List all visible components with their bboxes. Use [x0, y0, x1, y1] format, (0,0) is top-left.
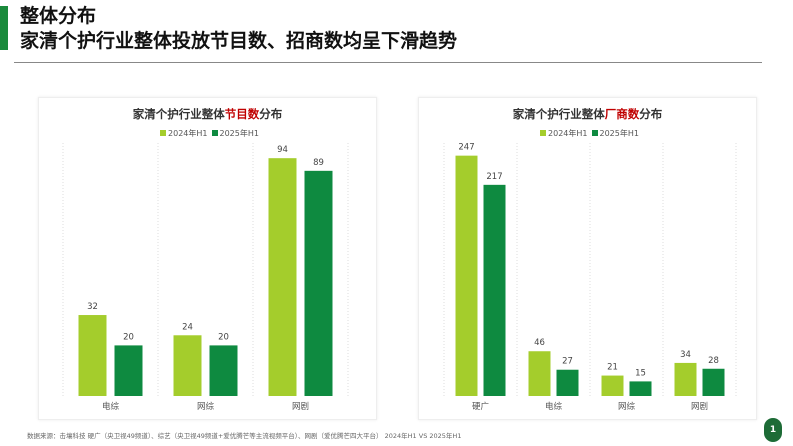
data-label: 24: [182, 322, 193, 332]
category-label: 网综: [197, 401, 215, 412]
data-label: 217: [486, 172, 502, 182]
chart-title-highlight: 节目数: [224, 107, 260, 121]
data-label: 46: [534, 338, 545, 348]
chart-title-suffix: 分布: [639, 107, 663, 121]
chart-panel-programs: 家清个护行业整体节目数分布 2024年H1 2025年H1 32 20 电综 24 20 网…: [38, 97, 377, 420]
legend-swatch-2025: [211, 130, 218, 136]
data-label: 32: [87, 302, 98, 312]
category-label: 网剧: [691, 402, 708, 412]
chart-title-suffix: 分布: [259, 107, 283, 121]
legend-swatch-2024: [540, 130, 547, 136]
legend-swatch-2025: [591, 130, 598, 136]
page-title: 整体分布 家清个护行业整体投放节目数、招商数均呈下滑趋势: [20, 4, 457, 54]
chart-title: 家清个护行业整体节目数分布: [39, 106, 376, 122]
legend: 2024年H1 2025年H1: [39, 128, 376, 139]
chart-title-highlight: 厂商数: [604, 107, 640, 121]
chart-title-prefix: 家清个护行业整体: [132, 107, 225, 121]
bar-2025: [209, 345, 238, 396]
bar-2025: [304, 170, 333, 396]
data-label: 27: [562, 357, 573, 367]
legend-label-2024: 2024年H1: [548, 129, 588, 138]
bar-2025: [702, 368, 725, 396]
bar-2024: [528, 351, 551, 396]
category-label: 电综: [102, 401, 120, 412]
header-divider: [14, 62, 762, 63]
title-line-1: 整体分布: [20, 5, 97, 27]
bar-2025: [114, 345, 143, 396]
bar-2025: [556, 369, 579, 396]
bar-2025: [629, 381, 652, 396]
chart-panel-advertisers: 家清个护行业整体厂商数分布 2024年H1 2025年H1 247 217 硬广 46 2…: [418, 97, 757, 420]
chart-title: 家清个护行业整体厂商数分布: [419, 106, 756, 122]
legend: 2024年H1 2025年H1: [419, 128, 756, 139]
bar-2025: [483, 184, 506, 396]
data-label: 21: [607, 363, 618, 373]
header-accent-bar: [0, 6, 8, 50]
bar-chart: 32 20 电综 24 20 网综 94 89 网剧: [62, 143, 349, 412]
bar-2024: [268, 158, 297, 396]
bar-2024: [173, 335, 202, 396]
bar-2024: [674, 362, 697, 396]
category-label: 硬广: [472, 401, 489, 412]
data-label: 20: [218, 332, 229, 342]
category-label: 网综: [618, 401, 636, 412]
bar-chart: 247 217 硬广 46 27 电综 21 15 网综 34 28 网剧: [443, 143, 737, 412]
category-label: 网剧: [292, 402, 309, 412]
chart-title-prefix: 家清个护行业整体: [512, 107, 605, 121]
data-label: 34: [680, 350, 691, 360]
data-label: 247: [458, 143, 474, 153]
title-line-2: 家清个护行业整体投放节目数、招商数均呈下滑趋势: [20, 30, 458, 52]
legend-label-2025: 2025年H1: [599, 129, 639, 138]
data-source-note: 数据来源：击壤科技 硬广（央卫视49频道）、综艺（央卫视49频道+爱优腾芒等主流…: [27, 432, 462, 440]
legend-label-2025: 2025年H1: [219, 129, 259, 138]
page-number: 1: [764, 418, 782, 442]
bar-2024: [455, 155, 478, 396]
data-label: 89: [313, 158, 324, 168]
data-label: 94: [277, 145, 288, 155]
legend-label-2024: 2024年H1: [168, 129, 208, 138]
bar-2024: [78, 315, 107, 396]
data-label: 20: [123, 332, 134, 342]
data-label: 15: [635, 368, 646, 378]
data-label: 28: [708, 356, 719, 366]
bar-2024: [601, 375, 624, 396]
category-label: 电综: [545, 401, 563, 412]
legend-swatch-2024: [160, 130, 167, 136]
